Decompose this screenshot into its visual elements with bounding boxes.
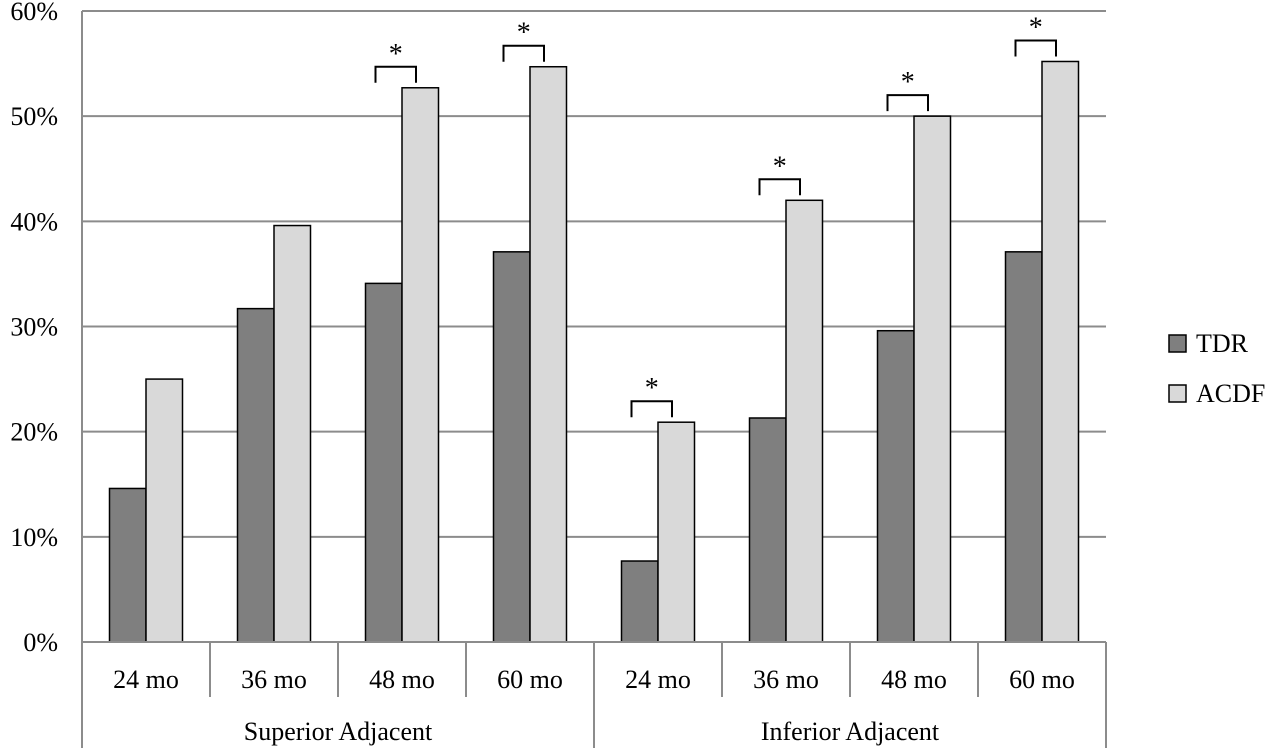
gridlines: [82, 10, 1106, 538]
legend-swatch: [1168, 384, 1187, 403]
significance-bracket: [1014, 39, 1057, 57]
x-category-label: 60 mo: [1009, 665, 1075, 694]
significance-bracket: [374, 65, 417, 83]
bar-acdf: [657, 421, 696, 643]
bar-acdf: [785, 199, 824, 643]
y-axis-ticks: 0% 10% 20% 30% 40% 50% 60%: [10, 0, 58, 657]
y-tick-label: 60%: [10, 0, 58, 26]
significance-brackets: * * * * * *: [374, 12, 1057, 418]
bar-tdr: [1004, 251, 1043, 643]
significance-bracket: [502, 44, 545, 62]
x-category-label: 36 mo: [241, 665, 307, 694]
bar-tdr: [492, 251, 531, 643]
bar-tdr: [748, 417, 787, 643]
significance-star: *: [517, 18, 531, 49]
y-tick-label: 10%: [10, 523, 58, 552]
axes: [81, 11, 1107, 748]
significance-star: *: [1029, 12, 1043, 43]
y-tick-label: 50%: [10, 102, 58, 131]
y-tick-label: 30%: [10, 313, 58, 342]
bar-acdf: [1041, 60, 1080, 643]
x-group-label: Inferior Adjacent: [761, 717, 940, 746]
significance-star: *: [901, 67, 915, 98]
x-category-label: 48 mo: [369, 665, 435, 694]
bar-tdr: [876, 329, 915, 643]
y-tick-label: 20%: [10, 418, 58, 447]
bars: [108, 60, 1080, 643]
x-category-label: 24 mo: [625, 665, 691, 694]
bar-acdf: [401, 87, 440, 643]
bar-acdf: [145, 378, 184, 643]
legend: TDR ACDF: [1168, 329, 1265, 408]
legend-label: TDR: [1196, 329, 1249, 358]
bar-acdf: [529, 65, 568, 643]
significance-star: *: [389, 39, 403, 70]
significance-bracket: [758, 178, 801, 196]
bar-tdr: [620, 560, 659, 643]
bar-tdr: [236, 307, 275, 643]
significance-bracket: [886, 94, 929, 112]
legend-swatch: [1168, 334, 1187, 353]
x-group-label: Superior Adjacent: [244, 717, 433, 746]
x-axis-categories: 24 mo 36 mo 48 mo 60 mo Superior Adjacent 24 …: [113, 665, 1075, 746]
bar-tdr: [108, 487, 147, 643]
y-tick-label: 40%: [10, 207, 58, 236]
bar-tdr: [364, 282, 403, 643]
x-category-label: 36 mo: [753, 665, 819, 694]
significance-bracket: [630, 400, 673, 418]
legend-label: ACDF: [1196, 379, 1265, 408]
x-category-label: 24 mo: [113, 665, 179, 694]
y-tick-label: 0%: [23, 628, 58, 657]
significance-star: *: [645, 373, 659, 404]
x-category-label: 48 mo: [881, 665, 947, 694]
significance-star: *: [773, 151, 787, 182]
bar-acdf: [273, 224, 312, 643]
bar-acdf: [913, 115, 952, 643]
x-category-label: 60 mo: [497, 665, 563, 694]
